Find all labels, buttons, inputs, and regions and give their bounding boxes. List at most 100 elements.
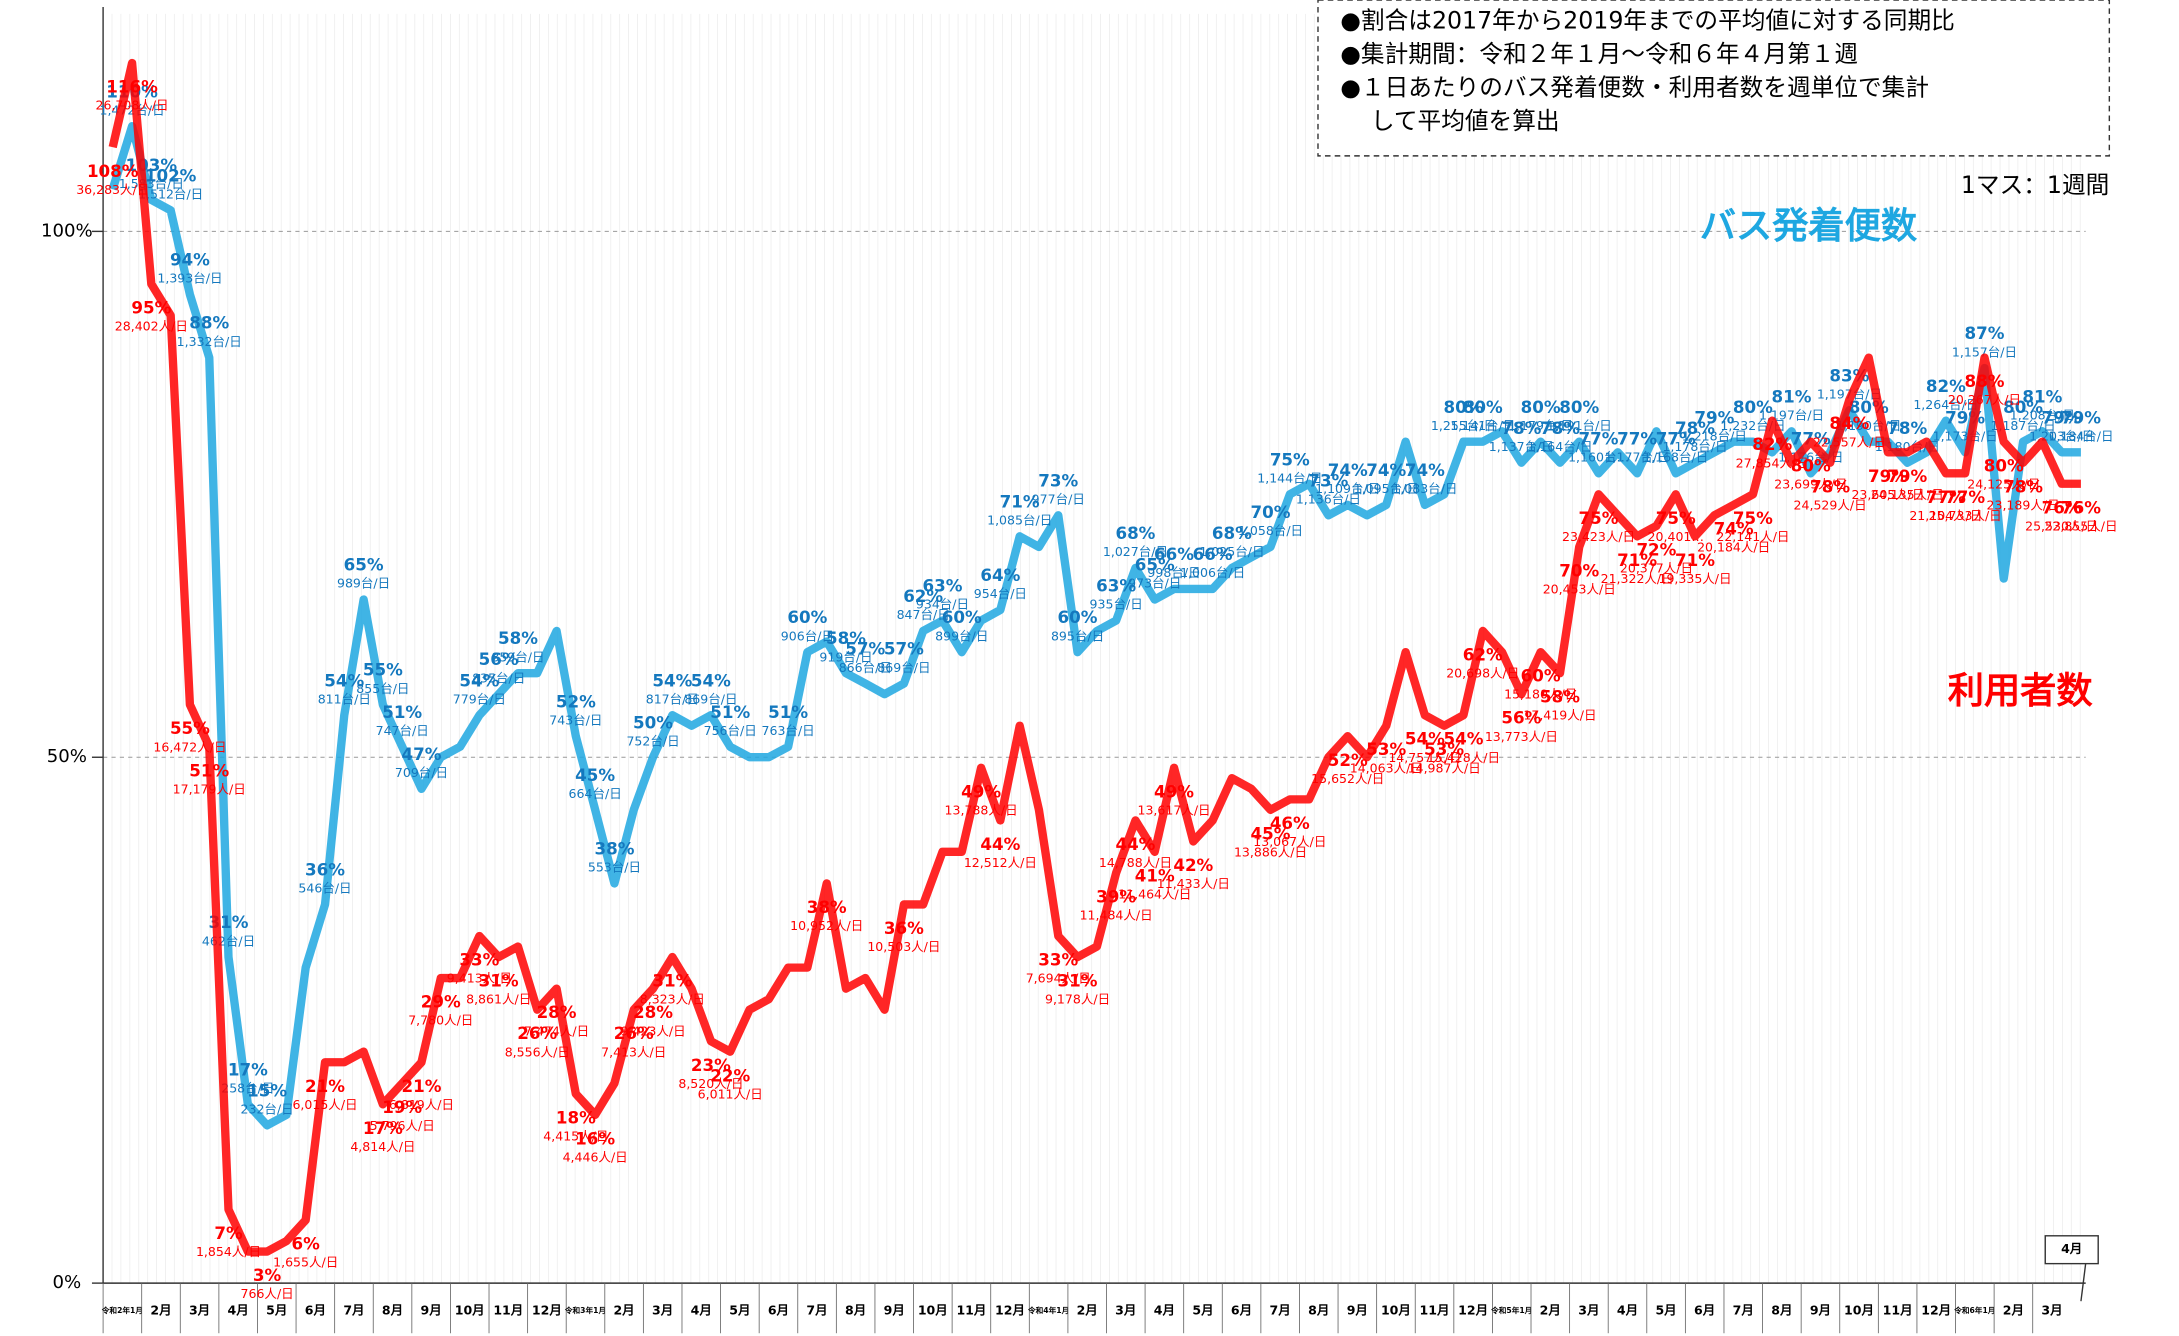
count-label: 664台/日 <box>569 786 622 801</box>
data-label: 33% <box>459 950 499 970</box>
data-label: 78% <box>1540 418 1580 438</box>
count-label: 1,164台/日 <box>1527 439 1592 454</box>
info-line: ●集計期間：令和２年１月～令和６年４月第１週 <box>1340 40 1858 68</box>
data-label: 80% <box>1463 397 1503 417</box>
count-label: 20,184人/日 <box>1697 539 1770 554</box>
x-tick-label: 令和2年1月 <box>101 1305 143 1315</box>
data-label: 81% <box>1772 386 1812 406</box>
x-tick-label: 令和6年1月 <box>1953 1305 1995 1315</box>
count-label: 9,178人/日 <box>1045 992 1110 1007</box>
count-label: 709台/日 <box>395 765 448 780</box>
data-label: 29% <box>421 992 461 1012</box>
y-tick-label: 50% <box>47 746 87 767</box>
data-label: 51% <box>768 702 808 722</box>
data-label: 54% <box>1405 729 1445 749</box>
count-label: 7,474人/日 <box>524 1023 589 1038</box>
data-label: 44% <box>1115 834 1155 854</box>
data-label: 56% <box>1501 708 1541 728</box>
count-label: 1,583台/日 <box>119 176 184 191</box>
count-label: 869台/日 <box>684 691 737 706</box>
count-label: 11,464人/日 <box>1118 887 1191 902</box>
count-label: 747台/日 <box>376 723 429 738</box>
data-label: 28% <box>537 1002 577 1022</box>
count-label: 1,006台/日 <box>1180 565 1245 580</box>
data-label: 77% <box>1656 428 1696 448</box>
data-label: 94% <box>170 250 210 270</box>
data-label: 49% <box>1154 781 1194 801</box>
y-tick-label: 0% <box>53 1272 82 1293</box>
count-label: 1,137台/日 <box>1489 439 1554 454</box>
count-label: 21,104人/日 <box>1909 508 1982 523</box>
data-label: 66% <box>1193 544 1233 564</box>
series-line <box>108 58 2081 1256</box>
count-label: 23,423人/日 <box>1562 529 1635 544</box>
x-tick-label: 7月 <box>1733 1302 1754 1317</box>
x-tick-label: 9月 <box>884 1302 905 1317</box>
count-label: 6,819人/日 <box>389 1097 454 1112</box>
data-label: 31% <box>1058 971 1098 991</box>
data-label: 80% <box>1443 397 1483 417</box>
data-label: 75% <box>1270 449 1310 469</box>
count-label: 1,095台/日 <box>1354 481 1419 496</box>
data-label: 84% <box>1829 413 1869 433</box>
count-label: 899台/日 <box>935 628 988 643</box>
data-label: 22% <box>710 1065 750 1085</box>
count-label: 869台/日 <box>877 660 930 675</box>
count-label: 4,446人/日 <box>563 1149 628 1164</box>
count-label: 17,419人/日 <box>1523 708 1596 723</box>
x-tick-label: 6月 <box>768 1302 789 1317</box>
x-tick-label: 3月 <box>189 1302 210 1317</box>
data-label: 52% <box>1328 750 1368 770</box>
count-label: 855台/日 <box>356 681 409 696</box>
data-label: 70% <box>1251 502 1291 522</box>
count-label: 232台/日 <box>241 1102 294 1117</box>
data-label: 23% <box>691 1055 731 1075</box>
count-label: 1,187台/日 <box>1991 418 2056 433</box>
data-label: 73% <box>1038 470 1078 490</box>
count-label: 1,058台/日 <box>1238 523 1303 538</box>
count-label: 11,433人/日 <box>1157 876 1230 891</box>
count-label: 835台/日 <box>472 670 525 685</box>
x-tick-label: 4月 <box>2061 1241 2082 1256</box>
count-label: 26,708人/日 <box>95 98 168 113</box>
data-label: 15% <box>247 1080 287 1100</box>
data-label: 80% <box>1984 455 2024 475</box>
x-tick-label: 10月 <box>1381 1302 1411 1317</box>
data-label: 16% <box>575 1128 615 1148</box>
data-label: 7% <box>214 1223 243 1243</box>
count-label: 9,423人/日 <box>620 1023 685 1038</box>
data-label: 74% <box>1405 460 1445 480</box>
x-tick-label: 7月 <box>806 1302 827 1317</box>
count-label: 973台/日 <box>1128 576 1181 591</box>
data-label: 79% <box>1887 466 1927 486</box>
x-tick-label: 11月 <box>956 1302 986 1317</box>
count-label: 15,652人/日 <box>1311 771 1384 786</box>
x-tick-label: 10月 <box>918 1302 948 1317</box>
count-label: 1,173台/日 <box>1933 428 1998 443</box>
data-label: 78% <box>2003 476 2043 496</box>
data-label: 63% <box>922 576 962 596</box>
count-label: 546台/日 <box>298 881 351 896</box>
x-tick-label: 令和5年1月 <box>1490 1305 1532 1315</box>
x-tick-label: 6月 <box>1231 1302 1252 1317</box>
data-label: 71% <box>1000 491 1040 511</box>
count-label: 1,027台/日 <box>1103 544 1168 559</box>
count-label: 895台/日 <box>1051 628 1104 643</box>
count-label: 1,144台/日 <box>1257 471 1322 486</box>
scale-note: 1マス：1週間 <box>1961 171 2109 199</box>
data-label: 62% <box>1463 645 1503 665</box>
data-label: 31% <box>652 971 692 991</box>
data-label: 49% <box>961 781 1001 801</box>
count-label: 756台/日 <box>704 723 757 738</box>
data-label: 81% <box>2022 386 2062 406</box>
data-label: 31% <box>479 971 519 991</box>
data-label: 79% <box>2061 407 2101 427</box>
count-label: 14,788人/日 <box>1099 855 1172 870</box>
x-tick-label: 2月 <box>2003 1302 2024 1317</box>
data-label: 39% <box>1096 886 1136 906</box>
data-label: 64% <box>980 565 1020 585</box>
data-label: 77% <box>1579 428 1619 448</box>
x-tick-label: 9月 <box>421 1302 442 1317</box>
x-tick-label: 2月 <box>1540 1302 1561 1317</box>
count-label: 989台/日 <box>337 576 390 591</box>
